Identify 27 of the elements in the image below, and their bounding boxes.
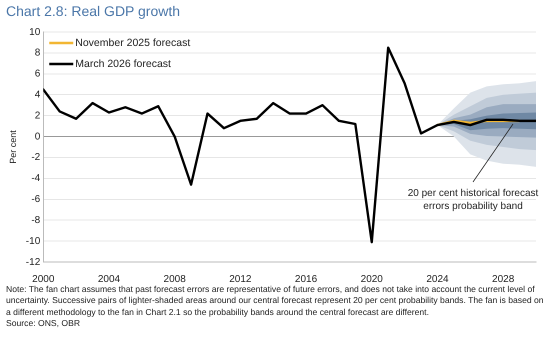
x-tick-label: 2004 (98, 274, 121, 285)
x-tick-label: 2024 (426, 274, 450, 285)
y-tick-label: 10 (29, 26, 41, 38)
y-tick-label: -4 (31, 173, 41, 184)
legend-label: March 2026 forecast (75, 58, 172, 70)
y-tick-label: 2 (34, 110, 41, 122)
x-tick-label: 2028 (492, 274, 515, 285)
chart-title: Chart 2.8: Real GDP growth (6, 3, 180, 19)
y-tick-label: -6 (31, 194, 41, 206)
x-tick-label: 2020 (360, 274, 384, 285)
legend-label: November 2025 forecast (75, 36, 190, 49)
y-axis-title: Per cent (8, 130, 18, 164)
annotation: 20 per cent historical forecast errors probability band (408, 188, 539, 212)
x-tick-label: 2016 (294, 274, 318, 285)
text: Note: The fan chart assumes that past forecast errors are representative of future errors, and does not take into account the current level of uncertainty. Successive pairs of lighter-shaded areas around our central forecast represent 20 per cent probability bands. The fan is based on a different methodology to the fan in Chart 2.1 so the probability bands around the central forecast are different. (6, 284, 545, 318)
x-tick-label: 2008 (164, 274, 186, 285)
x-tick-label: 2000 (32, 274, 55, 285)
y-tick-label: 6 (34, 68, 41, 80)
y-tick-label: 8 (34, 48, 41, 59)
y-tick-label: 0 (34, 131, 41, 142)
y-tick-label: 4 (34, 89, 41, 100)
source-note: Source: ONS, OBR (6, 318, 82, 330)
y-tick-label: -8 (31, 214, 41, 226)
y-tick-label: -2 (31, 152, 41, 164)
y-tick-label: -10 (26, 236, 41, 247)
y-tick-label: -12 (26, 256, 41, 268)
x-tick-label: 2012 (229, 274, 252, 285)
